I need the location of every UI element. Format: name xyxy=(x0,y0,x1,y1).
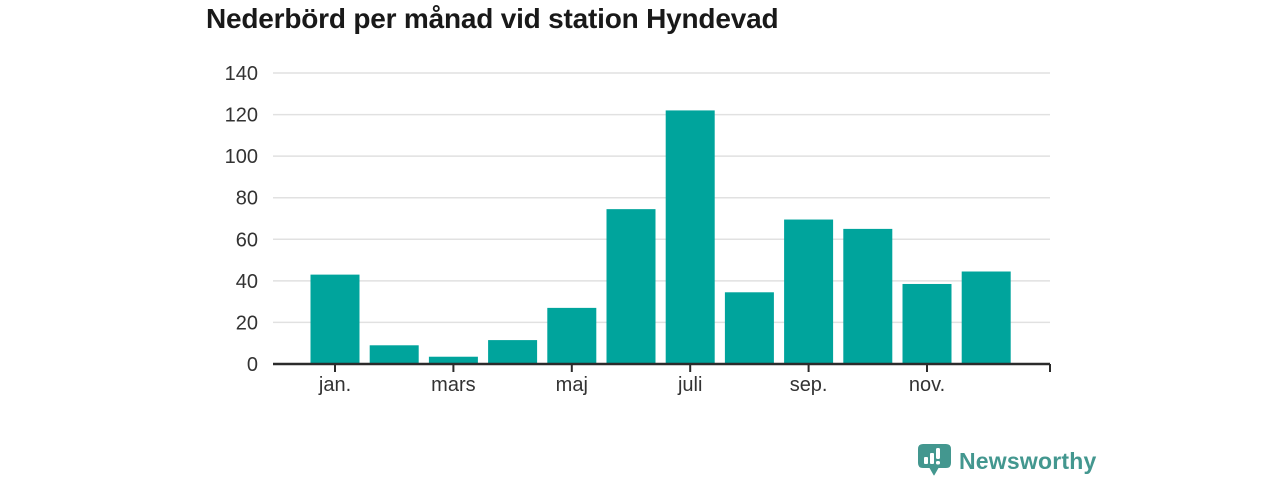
y-tick-label: 120 xyxy=(225,105,258,127)
x-tick-label: maj xyxy=(556,374,588,396)
bar-maj xyxy=(547,307,597,364)
x-tick-label: mars xyxy=(431,374,475,396)
newsworthy-brand-text: Newsworthy xyxy=(959,447,1097,474)
bar-aug. xyxy=(724,292,774,364)
x-tick-label: juli xyxy=(677,374,702,396)
bar-apr. xyxy=(488,340,538,364)
bar-jan. xyxy=(310,274,360,364)
y-gridlines xyxy=(273,72,1050,324)
bars xyxy=(310,110,1011,365)
x-tick-label: nov. xyxy=(909,374,945,396)
bar-nov. xyxy=(902,283,952,364)
y-axis-labels: 0 20 40 60 80 100 120 140 xyxy=(225,63,258,376)
newsworthy-logo: Newsworthy xyxy=(918,444,1096,478)
x-tick-label: sep. xyxy=(790,374,828,396)
y-tick-label: 80 xyxy=(236,188,258,210)
x-tick-label: jan. xyxy=(318,374,351,396)
bar-okt. xyxy=(843,228,893,364)
y-tick-label: 0 xyxy=(247,354,258,376)
y-tick-label: 100 xyxy=(225,146,258,168)
bar-sep. xyxy=(784,219,834,364)
y-tick-label: 140 xyxy=(225,63,258,85)
badge-shape xyxy=(918,444,951,476)
chart-title: Nederbörd per månad vid station Hyndevad xyxy=(206,3,779,34)
y-tick-label: 40 xyxy=(236,271,258,293)
newsworthy-badge-icon xyxy=(918,444,951,476)
bar-mars xyxy=(428,356,478,364)
bar-feb. xyxy=(369,345,419,364)
mini-bar-chart-glyph xyxy=(924,448,940,465)
y-tick-label: 20 xyxy=(236,312,258,334)
bar-juli xyxy=(665,110,715,365)
bar-juni xyxy=(606,209,656,364)
bar-dec. xyxy=(961,271,1011,364)
x-axis xyxy=(273,362,1051,372)
x-axis-labels: jan. mars maj juli sep. nov. xyxy=(318,374,945,396)
y-tick-label: 60 xyxy=(236,229,258,251)
precipitation-bar-chart: 0 20 40 60 80 100 120 140 jan. mars maj juli sep. nov… xyxy=(225,63,1051,396)
